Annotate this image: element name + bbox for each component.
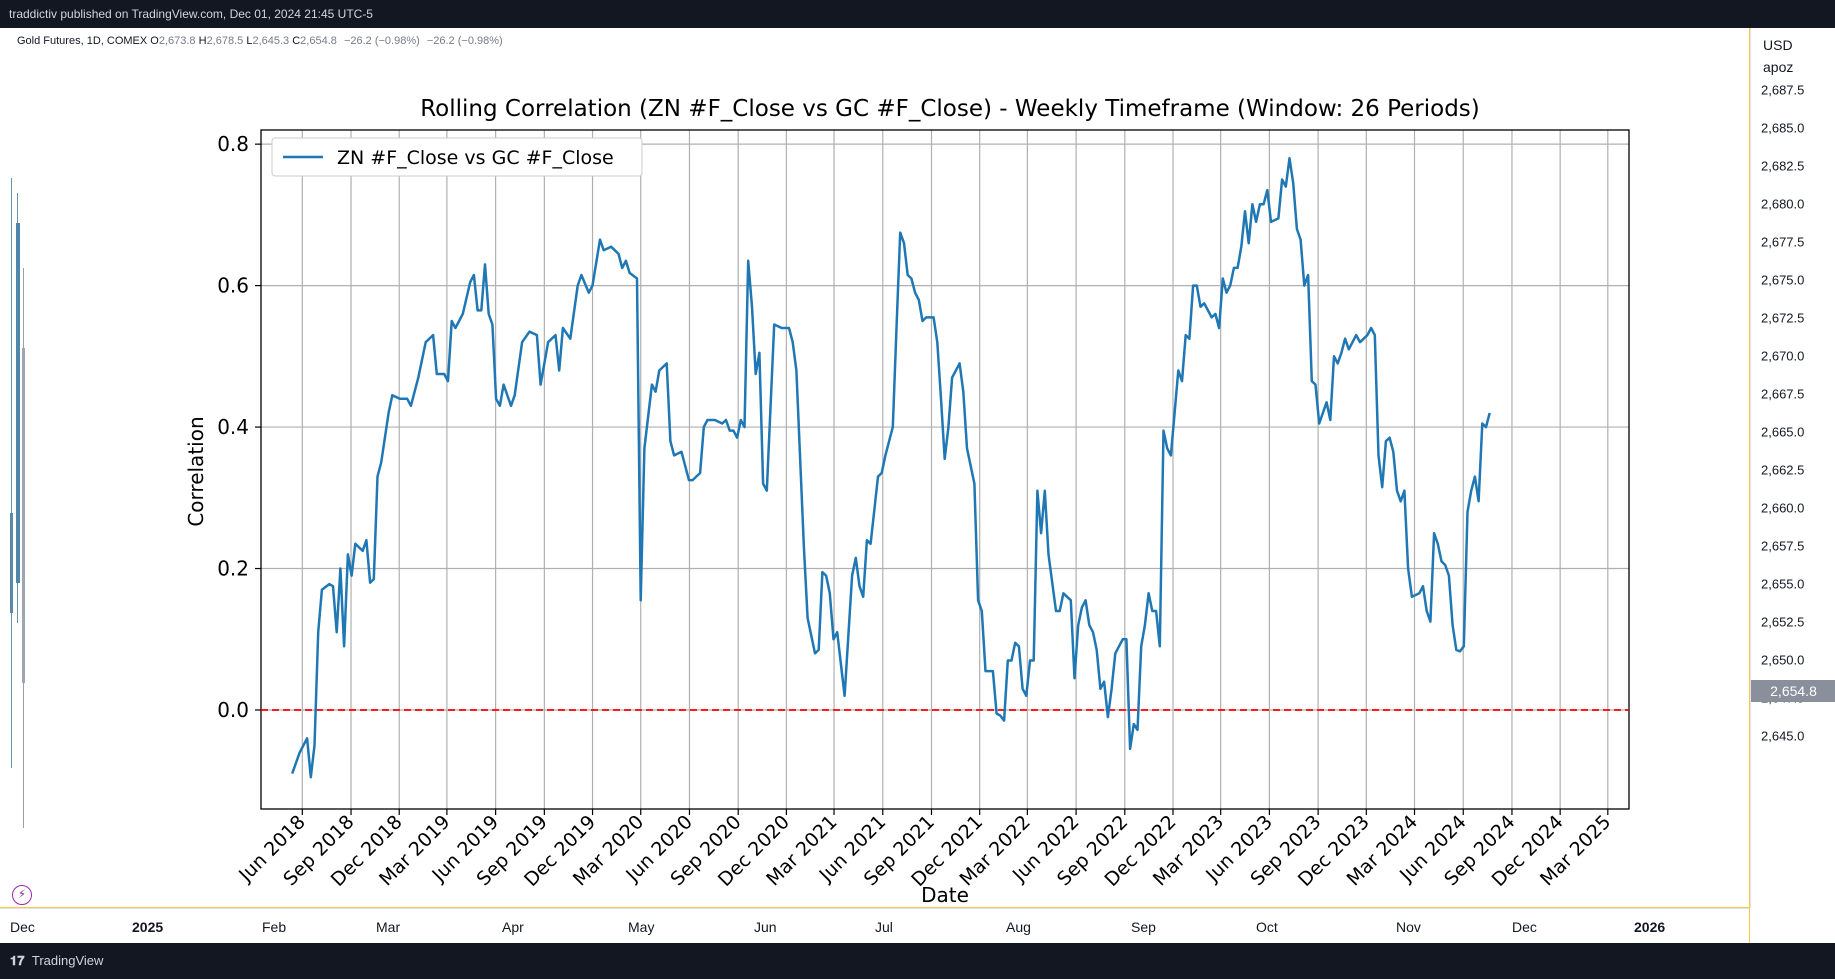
y-tick-label: 0.2	[217, 557, 249, 581]
candle-body	[22, 348, 25, 683]
price-tick: 2,650.0	[1761, 652, 1805, 668]
grid	[261, 130, 1629, 809]
x-axis-label: Date	[921, 883, 969, 907]
time-tick: Dec	[1512, 919, 1537, 935]
price-tick: 2,670.0	[1761, 348, 1805, 364]
price-tick: 2,660.0	[1761, 500, 1805, 516]
chart-title: Rolling Correlation (ZN #F_Close vs GC #…	[420, 96, 1480, 122]
y-tick-label: 0.4	[217, 415, 249, 439]
price-tick: 2,657.5	[1761, 538, 1805, 554]
publisher-header: traddictiv published on TradingView.com,…	[0, 0, 1835, 28]
price-tick: 2,680.0	[1761, 196, 1805, 212]
time-tick: May	[628, 919, 655, 935]
price-tick: 2,685.0	[1761, 120, 1805, 136]
high-value: 2,678.5	[206, 35, 244, 47]
low-value: 2,645.3	[252, 35, 290, 47]
footer-brand: TradingView	[31, 953, 104, 968]
crosshair-vertical	[1749, 28, 1750, 943]
price-tick: 2,667.5	[1761, 386, 1805, 402]
currency-unit: apoz	[1763, 59, 1794, 75]
close-label: C	[292, 35, 301, 47]
close-value: 2,654.8	[300, 35, 337, 47]
chart-legend: ZN #F_Close vs GC #F_Close	[271, 137, 643, 177]
price-tick: 2,652.5	[1761, 614, 1805, 630]
y-tick-label: 0.8	[217, 132, 249, 156]
candle-body	[16, 223, 20, 583]
price-tick: 2,655.0	[1761, 576, 1805, 592]
time-tick: Apr	[502, 919, 524, 935]
plot-frame	[260, 129, 1630, 810]
price-tick: 2,672.5	[1761, 310, 1805, 326]
y-tick-label: 0.6	[217, 274, 249, 298]
price-tick: 2,682.5	[1761, 158, 1805, 174]
symbol-name: Gold Futures, 1D, COMEX	[17, 35, 148, 47]
time-tick: Sep	[1131, 919, 1156, 935]
time-axis[interactable]: Dec 2025 Feb Mar Apr May Jun Jul Aug Sep Oct Nov Dec…	[0, 908, 1750, 944]
time-tick: 2025	[132, 919, 164, 935]
footer: 𝟏𝟕 TradingView	[0, 943, 1835, 979]
legend-label: ZN #F_Close vs GC #F_Close	[337, 147, 614, 169]
open-value: 2,673.8	[158, 35, 196, 47]
time-tick: Jul	[875, 919, 893, 935]
time-tick: Oct	[1256, 919, 1278, 935]
current-price-label: 2,654.8	[1751, 680, 1835, 702]
crosshair-horizontal	[0, 907, 1750, 908]
price-tick: 2,687.5	[1761, 82, 1805, 98]
currency-code: USD	[1763, 37, 1793, 53]
chart-panel[interactable]: Gold Futures, 1D, COMEX O2,673.8 H2,678.…	[0, 28, 1835, 943]
time-tick: Feb	[262, 919, 287, 935]
time-tick: Nov	[1396, 919, 1421, 935]
time-tick: Dec	[10, 919, 35, 935]
y-axis-label: Correlation	[184, 416, 208, 526]
time-tick: 2026	[1634, 919, 1666, 935]
time-tick: Aug	[1006, 919, 1031, 935]
change-value: −26.2 (−0.98%)	[343, 35, 420, 47]
price-axis[interactable]: USD apoz 2,687.5 2,685.0 2,682.5 2,680.0 2,6…	[1750, 28, 1835, 908]
tradingview-logo-icon: 𝟏𝟕	[10, 953, 25, 968]
low-label: L	[246, 35, 253, 47]
change-value-2: −26.2 (−0.98%)	[426, 35, 503, 47]
time-tick: Jun	[754, 919, 777, 935]
price-tick: 2,645.0	[1761, 728, 1805, 744]
candle-wick	[11, 178, 12, 768]
price-tick: 2,675.0	[1761, 272, 1805, 288]
price-tick: 2,662.5	[1761, 462, 1805, 478]
lightning-icon[interactable]: ⚡	[12, 885, 32, 905]
currency-label[interactable]: USD apoz	[1763, 34, 1793, 78]
open-label: O	[150, 35, 159, 47]
price-tick: 2,665.0	[1761, 424, 1805, 440]
symbol-legend: Gold Futures, 1D, COMEX O2,673.8 H2,678.…	[17, 35, 503, 47]
price-tick: 2,677.5	[1761, 234, 1805, 250]
legend-frame	[271, 137, 643, 177]
candle-body	[10, 513, 13, 613]
y-tick-label: 0.0	[217, 698, 249, 722]
high-label: H	[198, 35, 207, 47]
series-line	[291, 157, 1491, 779]
time-tick: Mar	[376, 919, 401, 935]
